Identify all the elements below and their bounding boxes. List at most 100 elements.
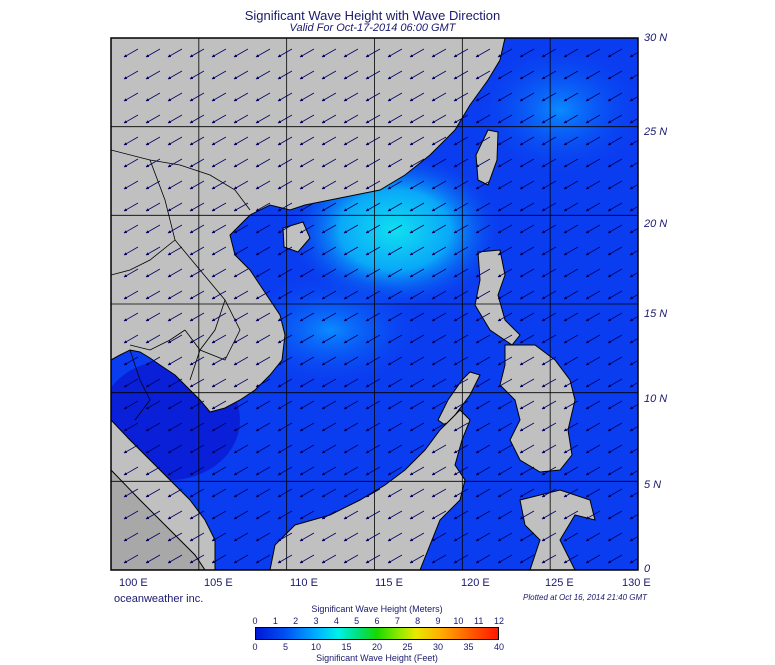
wave-arrow	[365, 158, 381, 168]
wave-arrow	[343, 444, 359, 454]
wave-arrow	[497, 400, 513, 410]
wave-arrow	[123, 400, 139, 410]
wave-arrow	[519, 378, 535, 388]
wave-arrow	[607, 92, 623, 102]
wave-arrow	[541, 48, 557, 58]
wave-arrow	[541, 422, 557, 432]
wave-arrow	[365, 202, 381, 212]
wave-arrow	[519, 510, 535, 520]
wave-arrow	[409, 312, 425, 322]
wave-arrow	[233, 554, 249, 564]
wave-arrow	[629, 425, 638, 432]
wave-arrow	[629, 315, 638, 322]
wave-arrow	[497, 554, 513, 564]
wave-arrow	[453, 532, 469, 542]
wave-arrow	[277, 554, 293, 564]
wave-arrow	[497, 158, 513, 168]
wave-arrow	[607, 158, 623, 168]
wave-arrow	[497, 532, 513, 542]
wave-arrow	[607, 268, 623, 278]
wave-arrow	[541, 488, 557, 498]
legend-feet-tick: 20	[371, 642, 382, 652]
wave-arrow	[585, 92, 601, 102]
wave-arrow	[277, 48, 293, 58]
wave-arrow	[563, 422, 579, 432]
wave-arrow	[255, 356, 271, 366]
wave-arrow	[211, 510, 227, 520]
wave-arrow	[233, 114, 249, 124]
lat-label-20n: 20 N	[644, 218, 668, 230]
wave-arrow	[123, 246, 139, 256]
wave-arrow	[365, 246, 381, 256]
wave-arrow	[211, 136, 227, 146]
wave-arrow	[277, 488, 293, 498]
wave-arrow	[365, 356, 381, 366]
wave-arrow	[409, 400, 425, 410]
wave-arrow	[233, 70, 249, 80]
wave-arrow	[519, 202, 535, 212]
wave-arrow	[541, 268, 557, 278]
wave-arrow	[563, 48, 579, 58]
wave-arrow	[453, 378, 469, 388]
legend-feet-tick: 40	[493, 642, 504, 652]
wave-arrow	[299, 268, 315, 278]
wave-arrow	[563, 510, 579, 520]
credit-text: oceanweather inc.	[114, 593, 204, 605]
wave-arrow	[541, 532, 557, 542]
wave-arrow	[123, 466, 139, 476]
wave-arrow	[145, 378, 161, 388]
wave-arrow	[189, 466, 205, 476]
wave-arrow	[277, 158, 293, 168]
wave-arrow	[233, 378, 249, 388]
wave-arrow	[365, 290, 381, 300]
lon-label-125e: 125 E	[545, 577, 574, 589]
wave-arrow	[167, 70, 183, 80]
wave-arrow	[475, 532, 491, 542]
wave-arrow	[541, 202, 557, 212]
wave-arrow	[453, 510, 469, 520]
wave-arrow	[321, 290, 337, 300]
wave-arrow	[541, 180, 557, 190]
legend-meters-tick: 12	[493, 616, 504, 626]
wave-arrow	[585, 180, 601, 190]
wave-arrow	[343, 48, 359, 58]
wave-arrow	[299, 180, 315, 190]
land-sulawesi	[519, 489, 596, 570]
land-sumatra	[111, 469, 206, 570]
wave-arrow	[541, 92, 557, 102]
wave-arrow	[497, 510, 513, 520]
wave-arrow	[123, 488, 139, 498]
wave-arrow	[365, 532, 381, 542]
wave-arrow	[541, 466, 557, 476]
wave-arrow	[211, 400, 227, 410]
wave-arrow	[475, 180, 491, 190]
wave-arrow	[453, 224, 469, 234]
wave-arrow	[299, 422, 315, 432]
wave-arrow	[585, 202, 601, 212]
wave-arrow	[563, 554, 579, 564]
wave-arrow	[475, 312, 491, 322]
wave-arrow	[387, 334, 403, 344]
wave-arrow	[299, 400, 315, 410]
wave-arrow	[255, 444, 271, 454]
wave-arrow	[365, 510, 381, 520]
wave-arrow	[563, 444, 579, 454]
wave-arrow	[343, 290, 359, 300]
wave-arrow	[277, 356, 293, 366]
wave-arrow	[563, 246, 579, 256]
wave-arrow	[365, 554, 381, 564]
wave-arrow	[541, 312, 557, 322]
wave-arrow	[453, 202, 469, 212]
wave-arrow	[255, 92, 271, 102]
wave-arrow	[167, 202, 183, 212]
wave-arrow	[607, 224, 623, 234]
wave-arrow	[453, 268, 469, 278]
wave-arrow	[233, 158, 249, 168]
wave-arrow	[475, 224, 491, 234]
wave-arrow	[145, 158, 161, 168]
wave-arrow	[233, 136, 249, 146]
wave-arrow	[387, 114, 403, 124]
wave-arrow	[541, 444, 557, 454]
wave-arrow	[321, 466, 337, 476]
wave-arrow	[167, 246, 183, 256]
